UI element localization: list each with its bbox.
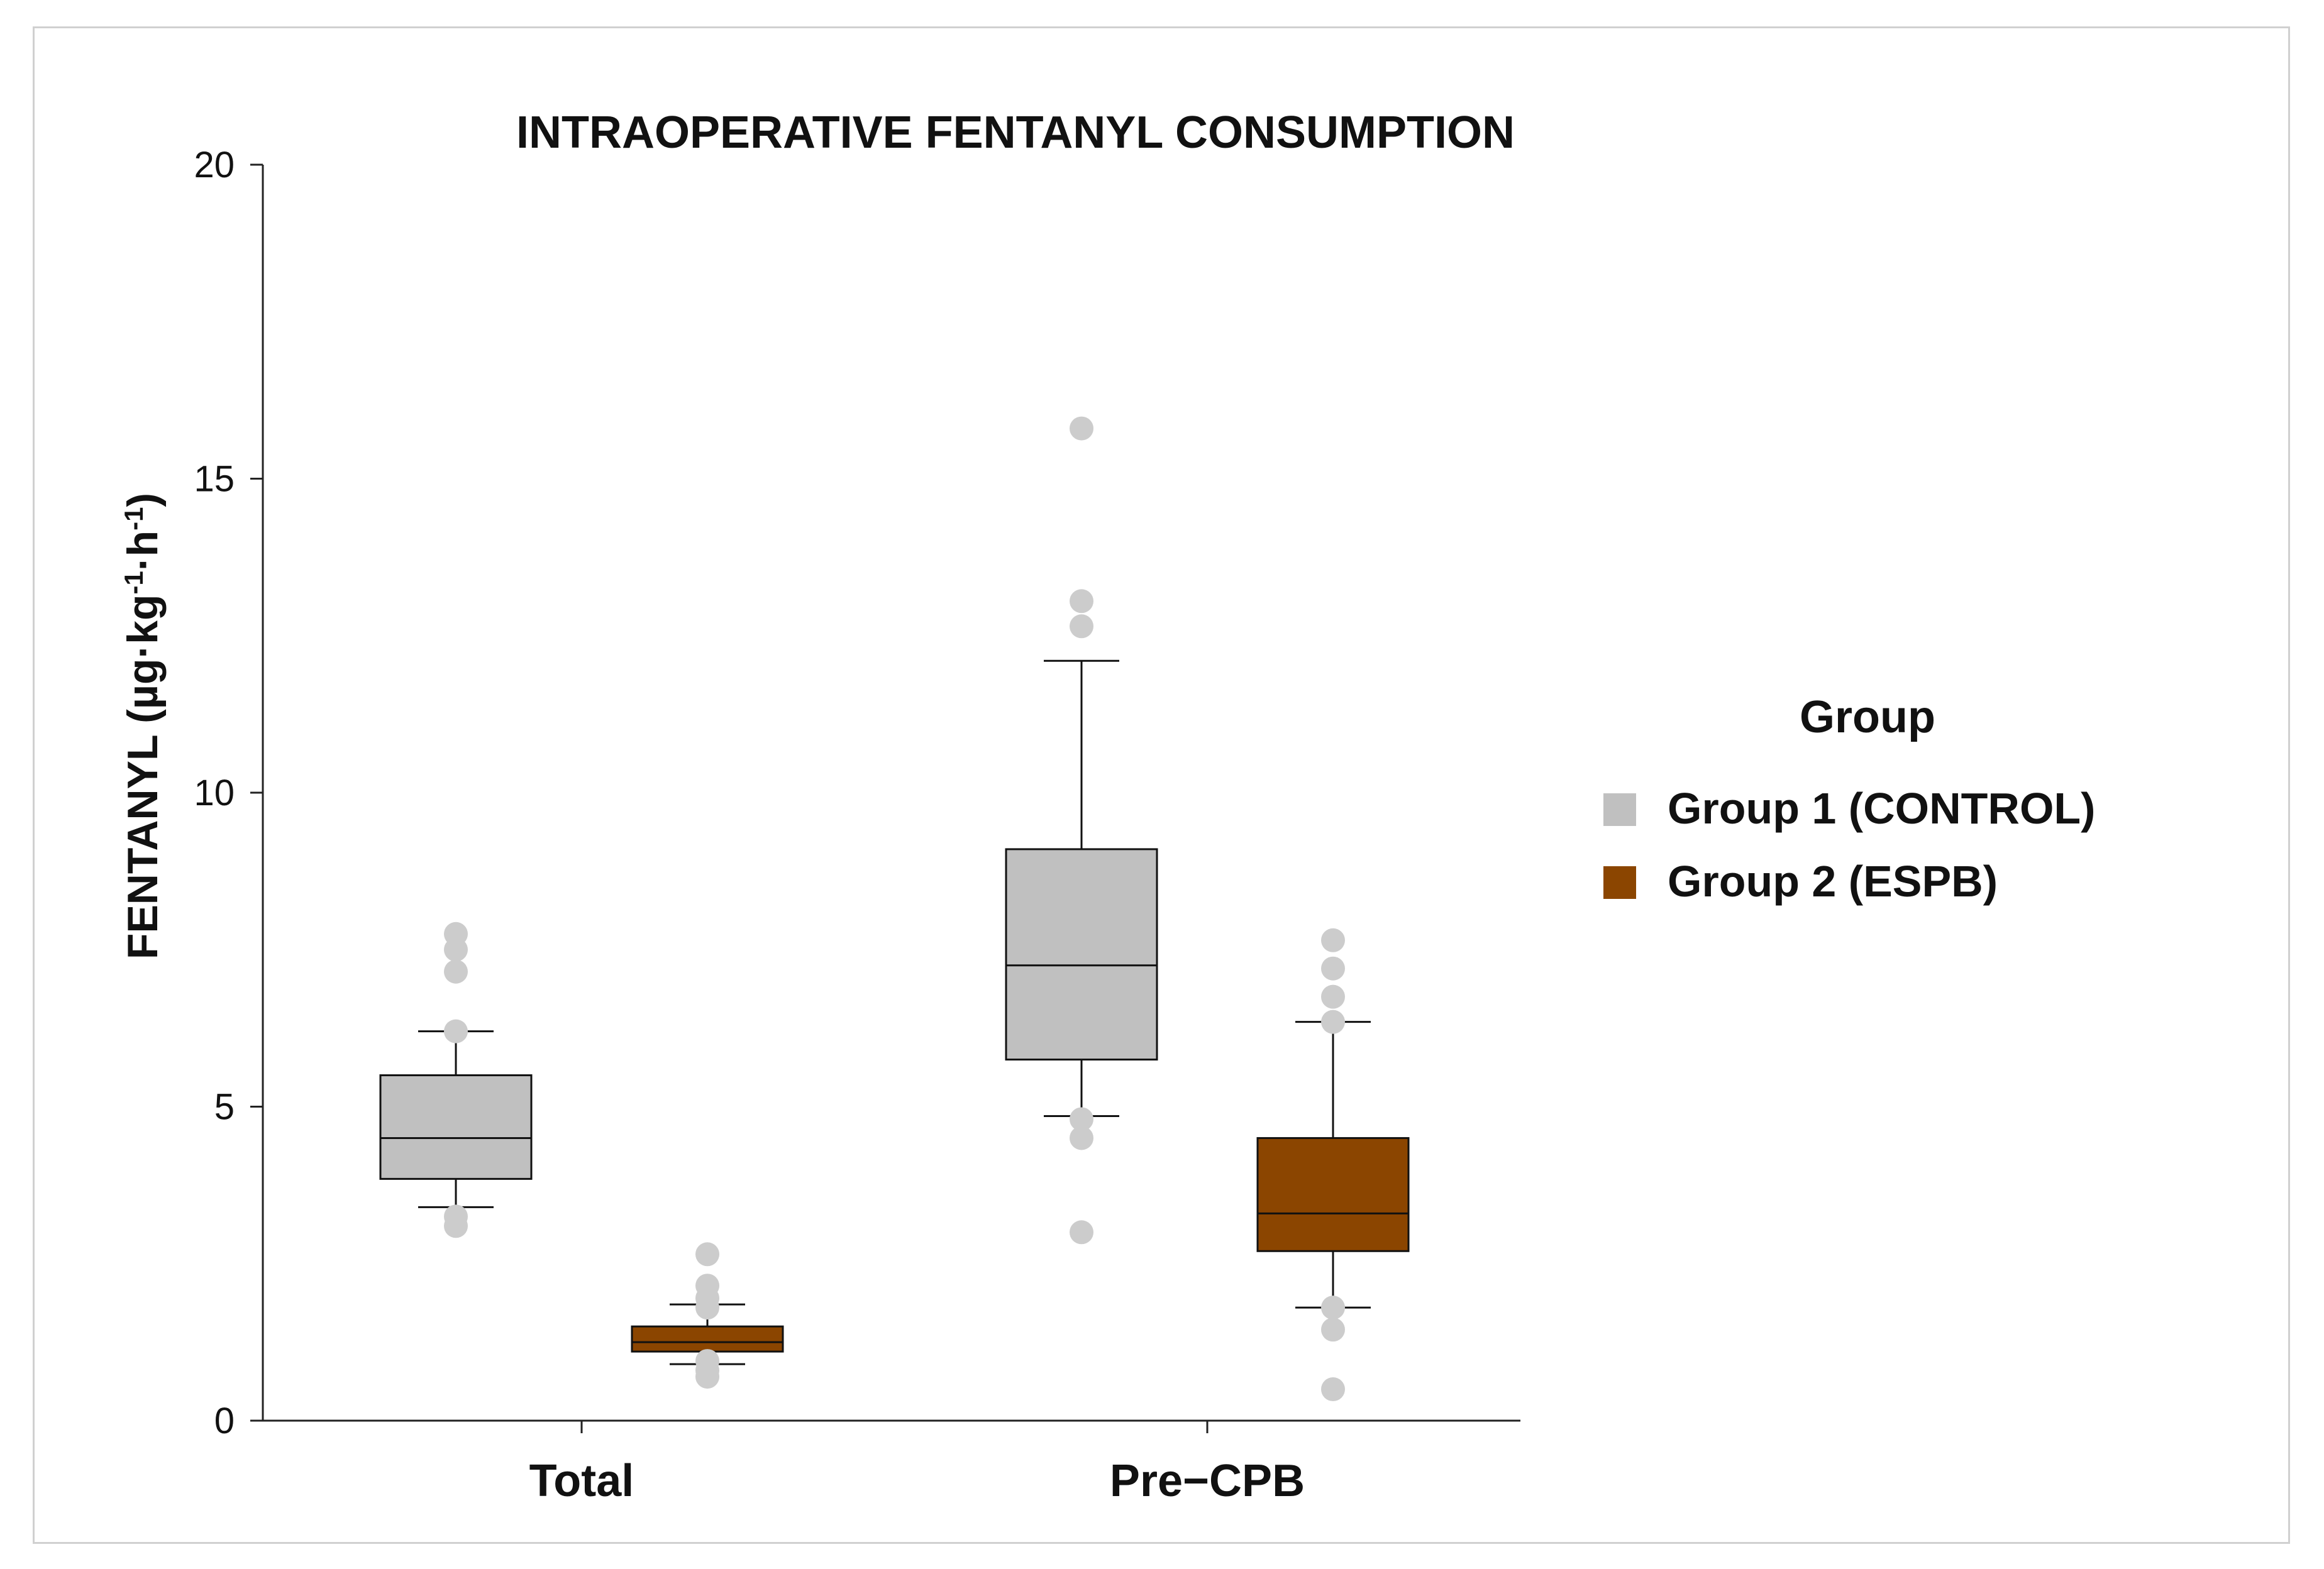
x-tick-label: Pre−CPB — [1110, 1456, 1305, 1506]
box — [631, 1325, 784, 1353]
outlier-point — [444, 959, 468, 984]
outlier-point — [444, 1019, 468, 1043]
legend-swatch-group-2 — [1603, 866, 1636, 899]
y-tick-label: 10 — [194, 773, 235, 813]
legend-swatch-group-1 — [1603, 793, 1636, 826]
outlier-point — [1070, 614, 1093, 639]
legend-title: Group — [1800, 692, 1935, 742]
outlier-point — [1321, 984, 1345, 1009]
x-tick-label: Total — [529, 1456, 634, 1506]
legend-label-group-1: Group 1 (CONTROL) — [1668, 784, 2095, 833]
chart-frame — [33, 26, 2290, 1544]
chart-title: INTRAOPERATIVE FENTANYL CONSUMPTION — [516, 107, 1515, 158]
box — [1256, 1137, 1410, 1252]
outlier-point — [444, 922, 468, 946]
svg-text:FENTANYL (µg·kg-1·h-1): FENTANYL (µg·kg-1·h-1) — [119, 493, 167, 959]
y-tick-label: 15 — [194, 459, 235, 500]
outlier-series — [444, 416, 1345, 1402]
outlier-point — [1070, 416, 1093, 441]
axes: 0 5 10 15 20 Total Pre−CPB — [194, 145, 1520, 1506]
outlier-point — [1321, 1296, 1345, 1320]
box — [1005, 848, 1158, 1061]
legend: Group Group 1 (CONTROL) Group 2 (ESPB) — [1603, 692, 2095, 906]
y-tick-label: 20 — [194, 145, 235, 185]
y-tick-label: 5 — [214, 1087, 235, 1128]
legend-label-group-2: Group 2 (ESPB) — [1668, 857, 1998, 906]
box-series — [379, 659, 1410, 1365]
y-axis-label: FENTANYL (µg·kg-1·h-1) — [119, 493, 167, 959]
outlier-point — [1321, 928, 1345, 952]
outlier-point — [1070, 1220, 1093, 1245]
outlier-point — [695, 1349, 719, 1374]
outlier-point — [1070, 1107, 1093, 1131]
outlier-point — [1070, 589, 1093, 614]
outlier-point — [1321, 1377, 1345, 1402]
outlier-point — [695, 1274, 719, 1298]
outlier-point — [1321, 1010, 1345, 1034]
box — [379, 1074, 533, 1180]
outlier-point — [695, 1242, 719, 1267]
y-tick-label: 0 — [214, 1401, 235, 1441]
outlier-point — [1070, 1126, 1093, 1150]
outlier-point — [444, 1204, 468, 1229]
outlier-point — [1321, 1318, 1345, 1342]
outlier-point — [1321, 956, 1345, 981]
